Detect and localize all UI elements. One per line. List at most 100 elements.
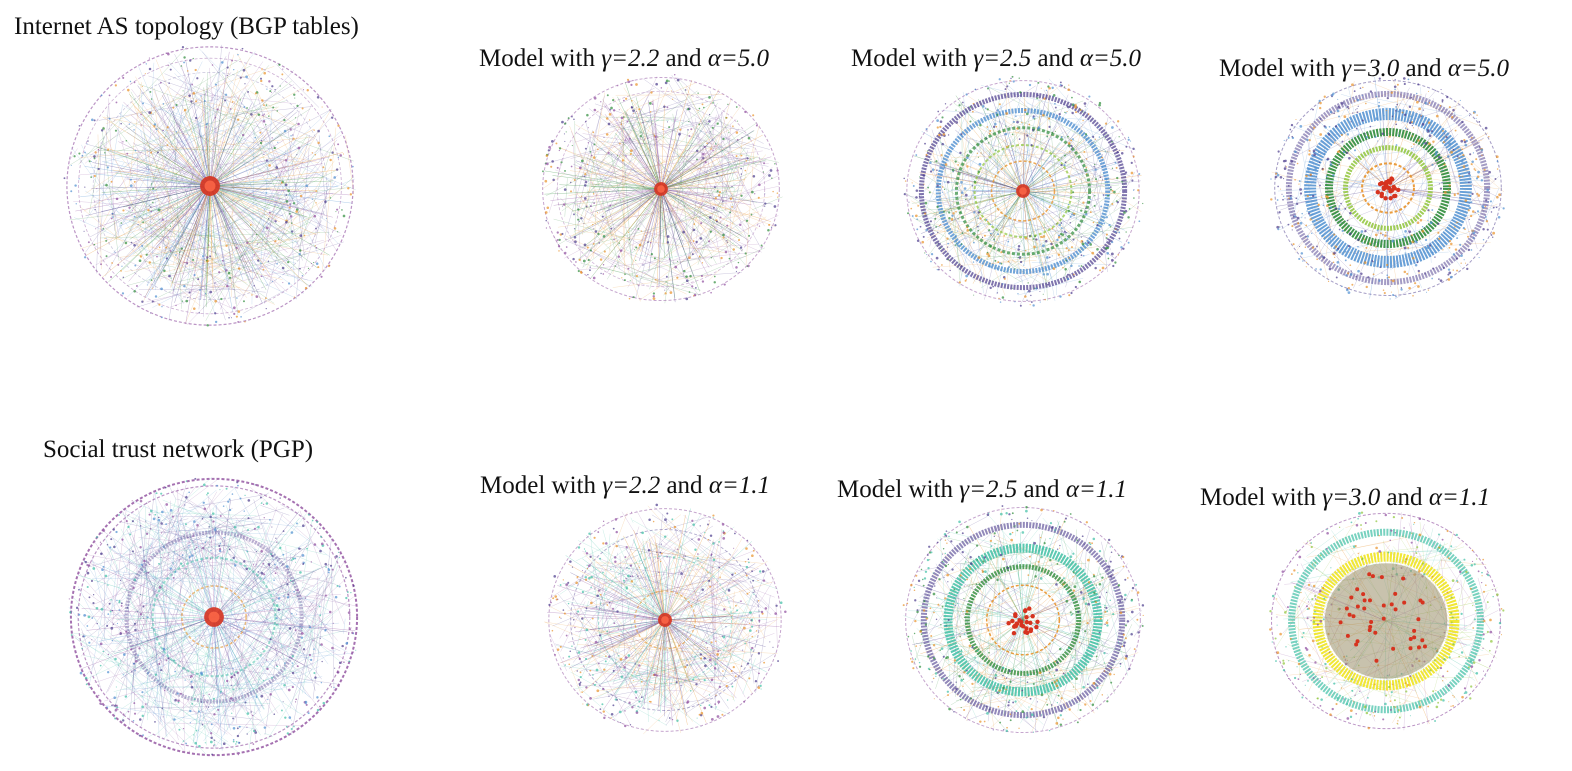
edge: [209, 185, 271, 209]
node: [121, 292, 125, 295]
node: [1388, 135, 1391, 138]
edge: [82, 588, 271, 729]
node: [915, 189, 919, 192]
node: [255, 696, 258, 699]
node: [692, 240, 695, 242]
node: [1333, 112, 1335, 115]
node: [558, 238, 561, 242]
node: [1063, 230, 1066, 233]
edge: [174, 616, 215, 671]
node: [1021, 121, 1023, 124]
node: [253, 254, 256, 256]
node: [1089, 700, 1092, 703]
node: [625, 97, 628, 100]
node: [603, 668, 606, 671]
node: [1026, 517, 1029, 519]
node: [299, 249, 302, 252]
node: [619, 142, 621, 145]
edge: [262, 524, 297, 607]
node: [981, 105, 985, 108]
node: [942, 133, 946, 136]
node: [987, 86, 989, 88]
node: [1101, 156, 1104, 159]
node: [1475, 158, 1478, 161]
edge: [79, 137, 313, 158]
edge: [945, 623, 1053, 673]
node: [301, 107, 304, 110]
edge: [113, 552, 317, 573]
node: [1090, 198, 1092, 201]
node: [920, 633, 923, 636]
node: [167, 657, 170, 660]
edge: [660, 188, 772, 222]
edge: [120, 120, 311, 288]
node: [721, 523, 725, 526]
edge: [962, 687, 977, 719]
node: [964, 279, 967, 282]
node: [1088, 201, 1091, 204]
edge: [130, 114, 211, 187]
node: [141, 245, 144, 248]
edge: [1064, 130, 1098, 182]
node: [113, 696, 116, 699]
edge: [625, 548, 666, 621]
edge: [597, 188, 662, 270]
edge: [611, 581, 735, 609]
edge: [137, 701, 150, 715]
node: [1107, 194, 1110, 197]
node: [274, 89, 276, 91]
node: [191, 703, 194, 705]
edge: [152, 544, 232, 555]
edge: [153, 99, 179, 264]
edge: [209, 185, 226, 245]
edge: [213, 616, 348, 633]
node: [666, 512, 669, 515]
node: [1045, 89, 1047, 91]
edge: [616, 544, 756, 569]
node: [1411, 147, 1413, 150]
node: [1462, 154, 1465, 157]
node: [1421, 226, 1424, 228]
node: [1439, 187, 1443, 190]
node: [107, 653, 110, 656]
node: [279, 497, 281, 499]
node: [1412, 111, 1414, 113]
node: [70, 164, 72, 166]
edge: [597, 188, 662, 233]
node: [1051, 86, 1054, 90]
node: [301, 553, 305, 557]
node: [774, 224, 777, 227]
node: [559, 645, 562, 648]
node: [1403, 235, 1406, 238]
node: [966, 228, 969, 232]
node: [1371, 260, 1374, 262]
node: [1082, 685, 1085, 689]
node: [914, 214, 918, 218]
edge: [166, 507, 214, 719]
node: [141, 300, 144, 303]
node: [260, 139, 263, 142]
edge: [962, 584, 1073, 615]
node: [554, 595, 558, 598]
node: [638, 284, 640, 287]
edge: [593, 619, 666, 647]
edge: [1031, 262, 1109, 265]
node: [253, 527, 256, 530]
edge: [105, 634, 135, 694]
node: [1409, 115, 1412, 118]
edge: [933, 161, 1024, 192]
node: [195, 100, 198, 103]
node: [1276, 225, 1280, 229]
node: [117, 263, 120, 266]
node: [93, 243, 96, 246]
edge: [671, 542, 716, 684]
edge: [582, 92, 605, 235]
node: [582, 703, 584, 705]
edge: [68, 607, 163, 723]
edge: [1330, 138, 1389, 189]
edge: [129, 185, 211, 221]
node: [910, 207, 913, 210]
edge: [664, 619, 766, 647]
node: [916, 228, 919, 231]
node: [328, 610, 332, 614]
